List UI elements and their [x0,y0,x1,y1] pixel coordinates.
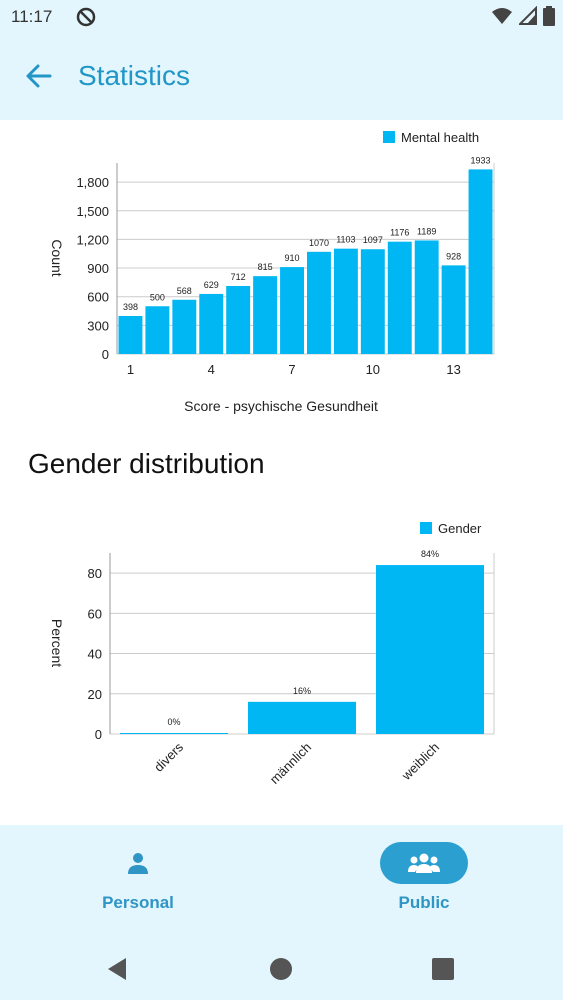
data-label: 1103 [336,235,355,245]
data-label: 500 [150,292,165,302]
data-label: 1176 [390,228,409,238]
bar [120,732,228,734]
bar [387,241,412,354]
do-not-disturb-icon [75,6,97,33]
data-label: 712 [231,272,246,282]
x-tick-label: 7 [288,362,295,377]
x-tick-label: 10 [366,362,380,377]
x-tick-label: 13 [446,362,460,377]
bar [376,565,484,734]
bar [253,276,278,354]
y-tick-label: 20 [88,687,102,702]
y-tick-label: 1,200 [76,232,109,247]
app-bar: Statistics [0,34,563,120]
system-recents-button[interactable] [430,956,456,982]
bar [226,286,251,354]
status-bar: 11:17 [0,0,563,34]
data-label: 1070 [309,238,329,248]
signal-icon [517,5,537,31]
bottom-navigation: Personal Public [0,825,563,937]
data-label: 16% [293,686,311,696]
legend-label: Mental health [401,130,479,145]
back-button[interactable] [24,61,54,91]
x-tick-label: 4 [208,362,215,377]
bar [118,315,143,354]
system-home-button[interactable] [268,956,294,982]
data-label: 815 [258,262,273,272]
nav-personal-label: Personal [102,893,174,912]
mental-health-chart: Mental health 0 300 600 900 1,200 1,500 1,800 39… [49,130,495,414]
bar [172,299,197,354]
bar [468,169,493,354]
y-tick-label: 0 [102,347,109,362]
y-tick-label: 1,500 [76,204,109,219]
bar [280,267,304,354]
x-tick-label: 1 [127,362,134,377]
legend-swatch [420,522,432,534]
arrow-left-icon [26,64,52,88]
y-tick-label: 600 [87,290,109,305]
wifi-icon [491,6,513,31]
y-tick-label: 80 [88,566,102,581]
circle-home-icon [270,958,292,980]
data-label: 629 [204,280,219,290]
y-tick-label: 300 [87,318,109,333]
y-axis-title: Count [49,239,65,276]
bar [199,293,224,354]
data-label: 398 [123,302,138,312]
battery-icon [543,6,555,31]
y-tick-label: 1,800 [76,175,109,190]
bar [307,251,331,354]
bar [441,265,466,354]
data-label: 1097 [363,235,383,245]
statistics-content: Mental health 0 300 600 900 1,200 1,500 1,800 39… [0,120,563,825]
system-navigation-bar [0,937,563,1000]
gender-distribution-title: Gender distribution [28,448,265,479]
nav-public-label: Public [398,893,450,912]
legend-swatch [383,131,395,143]
x-axis-title: Score - psychische Gesundheit [184,398,378,414]
legend-label: Gender [438,521,482,536]
square-recents-icon [432,958,454,980]
triangle-back-icon [108,958,126,980]
data-label: 0% [167,717,180,727]
data-label: 568 [177,286,192,296]
y-tick-label: 60 [88,606,102,621]
bar [145,306,170,354]
bar [248,701,356,734]
bar [333,248,358,354]
data-label: 1933 [471,155,491,165]
data-label: 84% [421,549,439,559]
group-icon [408,853,440,873]
nav-public[interactable]: Public [364,840,484,930]
nav-personal[interactable]: Personal [78,840,198,930]
page-title: Statistics [78,60,191,91]
x-tick-label: weiblich [398,740,442,784]
system-back-button[interactable] [104,956,130,982]
status-time: 11:17 [11,7,53,26]
y-tick-label: 900 [87,261,109,276]
data-label: 928 [446,251,461,261]
bar [360,249,385,354]
y-axis-title: Percent [49,619,65,667]
data-label: 910 [285,253,300,263]
person-icon [128,853,148,874]
bar [414,240,439,354]
x-tick-label: männlich [267,740,314,787]
y-tick-label: 40 [88,647,102,662]
data-label: 1189 [417,226,436,236]
gender-chart: Gender 0 20 40 60 80 0% 16% 84% divers männlich wei… [49,521,495,787]
y-tick-label: 0 [95,727,102,742]
x-tick-label: divers [151,739,186,774]
